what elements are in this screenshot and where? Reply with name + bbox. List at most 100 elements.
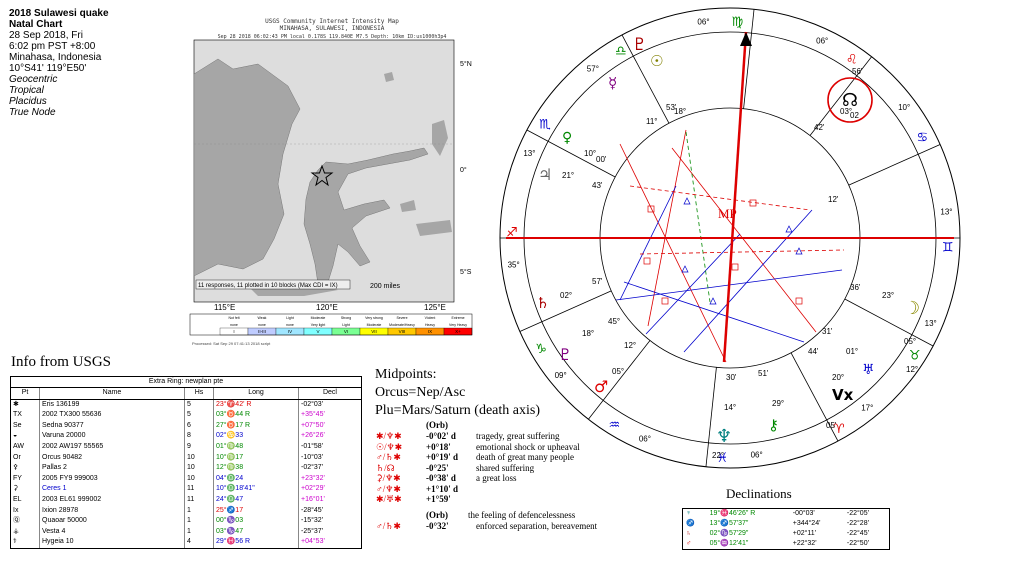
midpoint-orb: -0°02' d xyxy=(426,431,456,441)
decl-cell: +16°01' xyxy=(298,494,361,506)
degree-labels: 06°06°10°13°13°17°06°06°09°35°13°57°03°0… xyxy=(508,18,953,460)
legend-frame xyxy=(189,313,473,336)
aspect-trine-marker xyxy=(709,297,717,305)
name-cell: Ceres 1 xyxy=(39,484,185,495)
midpoint-orb: +1°59' xyxy=(426,494,451,504)
midpoint-pair: ♄/☊ xyxy=(376,462,395,473)
house-cusp-line xyxy=(519,290,612,332)
name-cell: 2002 TX300 55636 xyxy=(39,410,185,421)
decl-cell: -28°45' xyxy=(298,505,361,517)
midpoint-meaning: emotional shock or upheaval xyxy=(476,441,580,452)
planet-degree-label: 45° xyxy=(608,317,620,326)
table-row: ⚴ Pallas 2 10 12°♍38 -02°37' xyxy=(11,463,361,474)
declination-pos: 13°♐57'37" xyxy=(709,520,749,527)
legend-damage: Very Heavy xyxy=(449,323,467,327)
long-cell: 23°♈42' R xyxy=(213,399,299,411)
decl-cell: -02°37' xyxy=(298,463,361,474)
cusp-degree-label: 09° xyxy=(555,371,567,380)
declination-sym: ♐ xyxy=(686,520,695,527)
decl-cell: +26°26' xyxy=(298,431,361,442)
decl-cell: +35°45' xyxy=(298,410,361,421)
legend-damage: Heavy xyxy=(425,323,435,327)
planet-table: Extra Ring: newplan pte Pt Name Hs Long … xyxy=(10,376,362,549)
venus-icon: ♀ xyxy=(562,130,572,146)
midpoint-row: ✱/♅✱ +1°59' xyxy=(376,494,476,505)
legend-shaking: Moderate xyxy=(311,316,326,320)
vertex-icon: Vx xyxy=(832,386,854,404)
planet-degree-label: 02 xyxy=(850,111,859,120)
midpoint-orb: +1°10' d xyxy=(426,483,458,494)
house-cusp-line xyxy=(844,298,934,347)
table-row: Or Orcus 90482 10 10°♍17 -10°03' xyxy=(11,452,361,464)
legend-shaking: Strong xyxy=(341,316,351,320)
planet-degree-label: 23° xyxy=(882,291,894,300)
long-cell: 27°♉17 R xyxy=(213,420,299,432)
midpoints-line2: Plu=Mars/Saturn (death axis) xyxy=(375,403,540,418)
pt-cell: TX xyxy=(13,411,22,419)
legend-shaking: Weak xyxy=(258,316,267,320)
hs-cell: 1 xyxy=(184,505,214,517)
name-cell: 2002 AW197 55565 xyxy=(39,441,185,453)
midpoint-orb: -0°25' xyxy=(426,462,449,473)
sign-glyph-icon: ♒ xyxy=(608,418,620,433)
declination-row: ♆ 19°♓46'26" R -00°03' -22°05' xyxy=(683,509,889,519)
midpoint-pair: ✱/♅✱ xyxy=(376,494,402,504)
planet-degree-label: 29° xyxy=(772,399,784,408)
col-name: Name xyxy=(39,388,185,400)
chart-type: Natal Chart xyxy=(9,19,63,30)
aspect-trine-marker xyxy=(795,247,803,255)
decl-cell: -02°03' xyxy=(298,399,361,411)
midpoints-line1: Orcus=Nep/Asc xyxy=(375,385,466,400)
declination-sym: ♆ xyxy=(686,510,692,517)
legend-shaking: Very strong xyxy=(365,316,383,320)
mc-ic-axis xyxy=(722,31,748,363)
legend-intensity: VI xyxy=(344,329,348,334)
sign-glyph-icon: ♏ xyxy=(539,117,551,132)
sign-glyph-icon: ♎ xyxy=(615,44,627,59)
sign-glyph-icon: ♐ xyxy=(506,225,518,240)
planet-degree-label: 57' xyxy=(592,277,603,286)
planet-degree-label: 14° xyxy=(724,403,736,412)
planet-degree-label: 51' xyxy=(758,369,769,378)
neptune-icon: ♆ xyxy=(716,426,732,447)
sun-icon: ☉ xyxy=(650,52,663,70)
declination-d1: -00°03' xyxy=(792,510,815,517)
cusp-degree-label: 06° xyxy=(751,450,763,459)
legend-intensity: II-III xyxy=(258,329,266,334)
pt-cell: AW xyxy=(13,442,25,450)
name-cell: 2005 FY9 999003 xyxy=(39,473,185,485)
table-row: AW 2002 AW197 55565 9 01°♍48 -01°58' xyxy=(11,441,361,453)
aspect-square-marker xyxy=(661,297,669,305)
planet-degree-label: 05° xyxy=(612,367,624,376)
midpoint-pair: ♂/♄✱ xyxy=(376,452,401,462)
responses-text: 11 responses, 11 plotted in 10 blocks (M… xyxy=(198,283,338,289)
chart-date: 28 Sep 2018, Fri xyxy=(9,30,83,41)
sign-glyphs: ♍ ♌ ♋ ♊ ♉ ♈ ♓ ♒ ♑ ♐ ♏ ♎ xyxy=(506,15,953,466)
epicenter-star-icon xyxy=(310,164,334,187)
planet-table-title: Extra Ring: newplan pte xyxy=(11,377,361,388)
pt-cell: ⚶ xyxy=(13,527,19,535)
legend-shaking: Extreme xyxy=(451,316,464,320)
legend-intensity: I xyxy=(233,329,234,334)
aspect-trine-marker xyxy=(785,225,793,233)
midpoint-meaning: death of great many people xyxy=(476,452,574,462)
sign-glyph-icon: ♌ xyxy=(846,52,858,67)
planet-degree-label: 36' xyxy=(850,283,861,292)
defencelessness-text: the feeling of defencelessness xyxy=(468,510,576,520)
legend-damage: Very light xyxy=(311,323,325,327)
lon-label-115: 115°E xyxy=(214,303,235,312)
cusp-degree-label: 13° xyxy=(940,207,952,216)
pt-cell: ⚴ xyxy=(13,464,19,472)
declination-pos: 02°♑57'29" xyxy=(709,530,749,537)
col-decl: Decl xyxy=(298,388,361,400)
cusp-degree-label: 13° xyxy=(523,149,535,158)
declination-d2: -22°28' xyxy=(846,520,869,527)
option-tropical: Tropical xyxy=(9,85,44,96)
planet-degree-label: 01° xyxy=(846,347,858,356)
declination-d1: +344°24' xyxy=(792,520,821,527)
planet-degree-label: 12° xyxy=(906,365,918,374)
planet-degree-label: 10° xyxy=(584,149,596,158)
hs-cell: 4 xyxy=(184,537,214,548)
aspect-square-marker xyxy=(795,297,803,305)
planet-degree-label: 43' xyxy=(592,181,603,190)
